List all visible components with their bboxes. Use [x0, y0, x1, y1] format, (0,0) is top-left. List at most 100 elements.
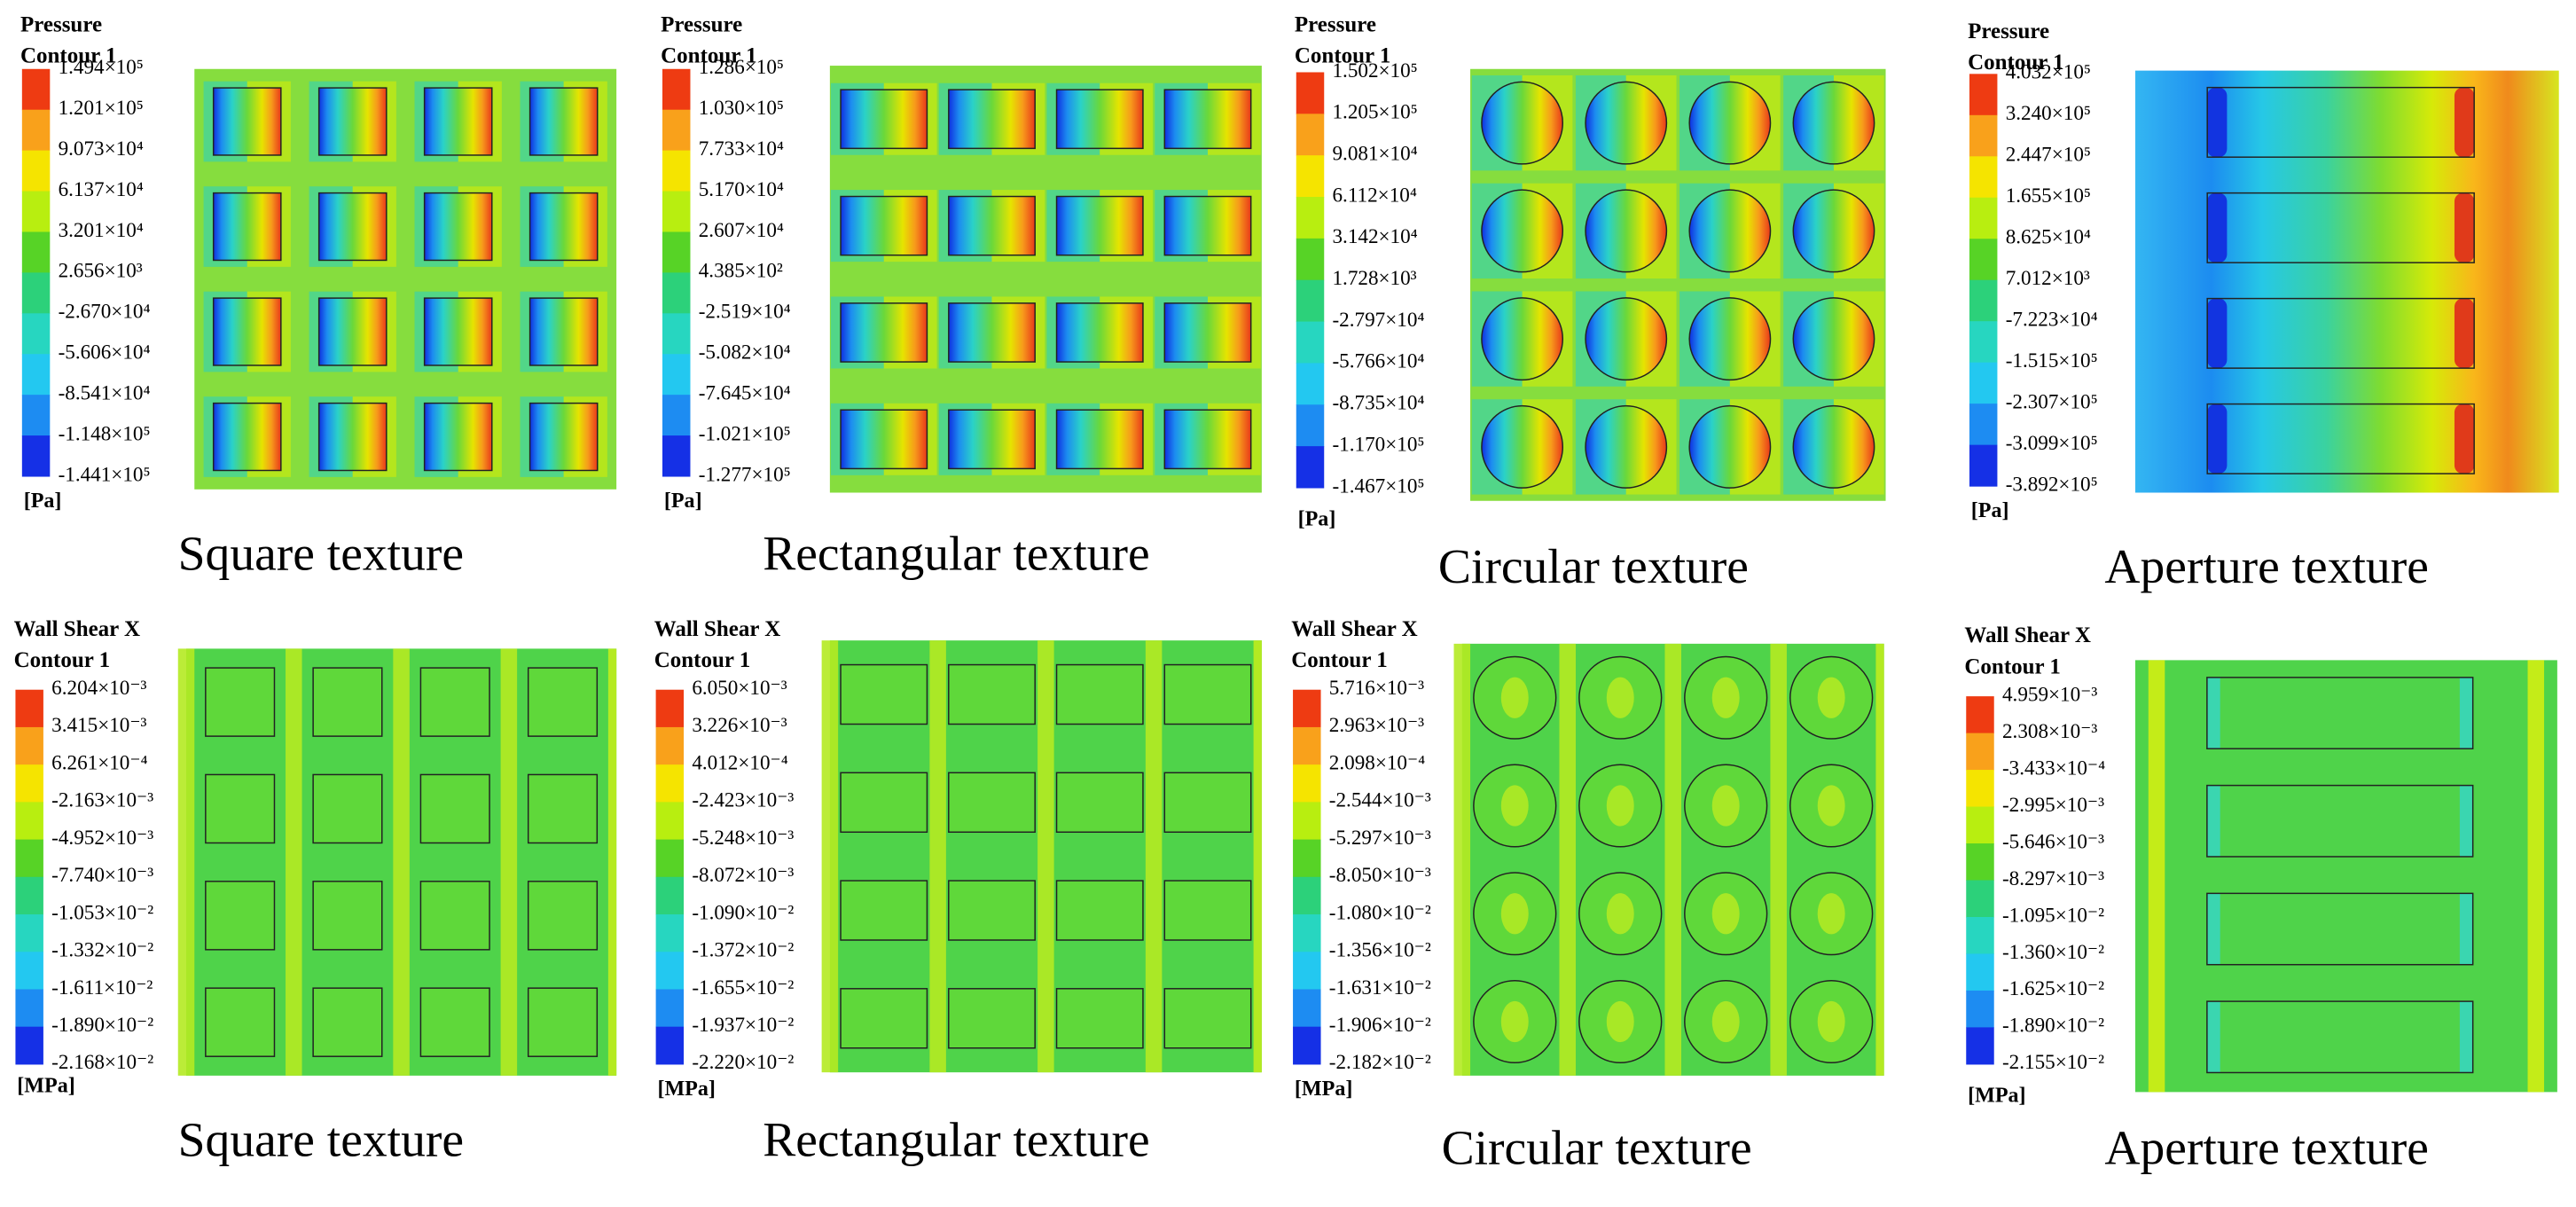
texture: [2206, 677, 2474, 749]
texture: [1688, 81, 1772, 165]
texture: [2206, 297, 2475, 369]
legend-label: -1.360×10⁻²: [2002, 941, 2104, 964]
legend-label: -1.021×10⁵: [699, 422, 791, 445]
legend-band: [1296, 72, 1325, 114]
legend-label: 3.415×10⁻³: [51, 714, 146, 737]
texture: [1055, 772, 1144, 834]
texture: [1163, 89, 1252, 150]
legend-label: -1.277×10⁵: [699, 463, 791, 486]
legend-unit: [Pa]: [24, 490, 62, 513]
texture: [317, 297, 388, 366]
texture: [840, 195, 928, 256]
legend-band: [15, 839, 43, 878]
legend-band: [1296, 363, 1325, 405]
caption: Rectangular texture: [763, 1112, 1149, 1167]
legend-label: -1.356×10⁻²: [1329, 939, 1431, 962]
legend-label: 6.261×10⁻⁴: [51, 751, 147, 774]
texture: [1163, 195, 1252, 256]
legend-band: [1966, 770, 1994, 808]
texture-cap: [2207, 404, 2228, 474]
legend-title: Contour 1: [1964, 654, 2061, 678]
legend-label: -1.053×10⁻²: [51, 901, 153, 924]
texture: [212, 192, 282, 262]
texture: [1163, 409, 1252, 470]
legend-label: -1.625×10⁻²: [2002, 977, 2104, 1000]
texture: [527, 667, 599, 737]
caption: Circular texture: [1442, 1121, 1752, 1176]
legend-band: [15, 876, 43, 915]
shear-strip: [1453, 643, 1471, 1076]
legend-label: 5.170×10⁴: [699, 178, 784, 201]
legend-band: [1966, 916, 1994, 955]
contour-plot: [177, 648, 617, 1076]
texture: [840, 988, 928, 1049]
texture: [840, 880, 928, 941]
texture: [2206, 1000, 2474, 1074]
legend-label: -1.631×10⁻²: [1329, 976, 1431, 999]
texture-core: [1711, 785, 1740, 827]
legend-title: Pressure: [1295, 12, 1376, 36]
legend-label: 4.385×10²: [699, 260, 783, 283]
legend-label: 1.201×10⁵: [59, 97, 144, 120]
texture-edge: [2206, 785, 2220, 857]
legend-label: 1.286×10⁵: [699, 56, 784, 79]
legend-label: 4.032×10⁵: [2006, 61, 2091, 84]
legend-label: -1.611×10⁻²: [51, 976, 153, 999]
texture: [1055, 89, 1144, 150]
texture: [529, 87, 599, 156]
legend-label: -7.740×10⁻³: [51, 864, 153, 887]
legend-label: -8.072×10⁻³: [692, 864, 794, 887]
legend-band: [21, 313, 51, 355]
legend-label: 6.137×10⁴: [59, 178, 144, 201]
legend-label: -8.735×10⁴: [1332, 392, 1424, 415]
legend-title: Wall Shear X: [14, 617, 141, 641]
texture-core: [1500, 893, 1529, 935]
legend-label: -1.890×10⁻²: [2002, 1015, 2104, 1038]
texture-core: [1711, 677, 1740, 718]
legend-label: 2.656×10³: [59, 260, 143, 283]
legend-label: -2.544×10⁻³: [1329, 789, 1431, 812]
legend-label: 3.240×10⁵: [2006, 102, 2091, 125]
texture: [948, 988, 1036, 1049]
texture: [1481, 81, 1564, 165]
texture-cap: [2454, 87, 2475, 158]
legend-label: 2.963×10⁻³: [1329, 714, 1424, 737]
legend-band: [1293, 952, 1321, 991]
legend-band: [1296, 155, 1325, 198]
texture: [317, 402, 388, 472]
legend-label: 1.502×10⁵: [1332, 59, 1417, 82]
texture-core: [1606, 785, 1634, 827]
legend-band: [655, 802, 685, 841]
texture: [840, 89, 928, 150]
legend-label: -2.182×10⁻²: [1329, 1051, 1431, 1074]
legend-band: [1293, 802, 1321, 841]
legend-band: [662, 435, 691, 477]
legend-label: -1.906×10⁻²: [1329, 1014, 1431, 1037]
contour-plot: [1453, 643, 1884, 1076]
legend-band: [662, 109, 691, 152]
texture: [2206, 892, 2474, 966]
legend-title: Contour 1: [20, 44, 117, 68]
legend-band: [655, 839, 685, 878]
texture-cap: [2454, 298, 2475, 369]
texture: [1481, 297, 1564, 381]
legend-label: 6.112×10⁴: [1332, 184, 1416, 207]
legend-label: -2.220×10⁻²: [692, 1051, 794, 1074]
shear-strip: [1253, 640, 1262, 1073]
legend-band: [662, 272, 691, 314]
legend-unit: [MPa]: [657, 1078, 715, 1101]
legend-band: [21, 272, 51, 314]
legend-band: [1969, 362, 1998, 404]
legend-label: -2.168×10⁻²: [51, 1051, 153, 1074]
contour-plot: [2134, 70, 2559, 493]
texture: [1055, 663, 1144, 725]
texture: [1055, 409, 1144, 470]
legend-title: Wall Shear X: [1964, 623, 2091, 647]
legend-title: Contour 1: [1968, 51, 2064, 74]
legend-label: -2.307×10⁵: [2006, 390, 2098, 413]
shear-strip: [1664, 643, 1681, 1076]
texture: [1163, 302, 1252, 363]
texture: [419, 987, 490, 1057]
texture: [1055, 988, 1144, 1049]
legend-band: [21, 354, 51, 396]
